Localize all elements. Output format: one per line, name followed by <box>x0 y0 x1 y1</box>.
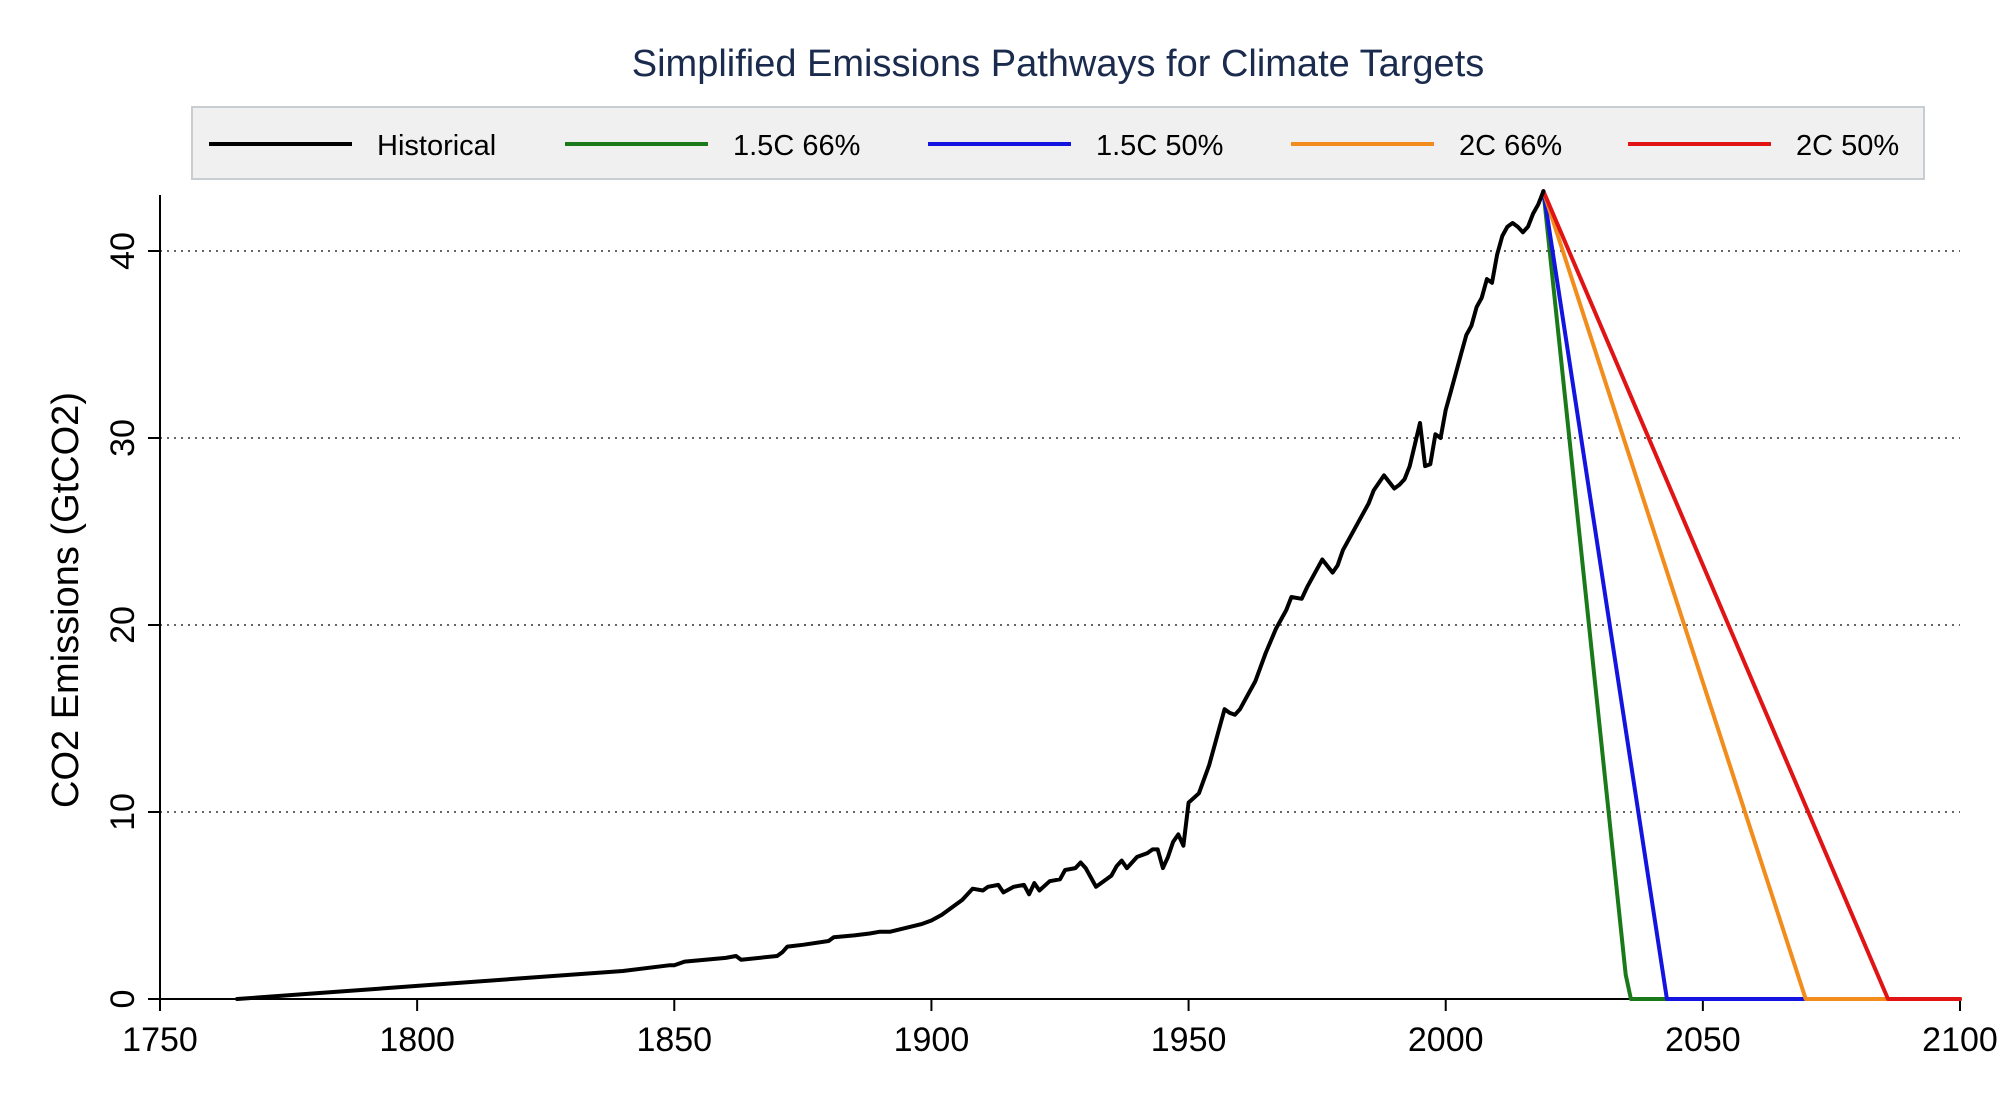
x-tick-label-1950: 1950 <box>1151 1021 1227 1059</box>
x-tick-label-1750: 1750 <box>122 1021 198 1059</box>
series-line-2c-50 <box>1541 189 1962 1001</box>
series-line-1-5c-50 <box>1541 189 1962 1001</box>
y-tick-label-40: 40 <box>104 232 142 270</box>
legend-label-2c-50: 2C 50% <box>1796 130 1899 162</box>
x-tick-label-2100: 2100 <box>1922 1021 1998 1059</box>
x-tick-label-1800: 1800 <box>379 1021 455 1059</box>
legend-label-1-5c-66: 1.5C 66% <box>733 130 860 162</box>
y-tick-label-0: 0 <box>104 990 142 1009</box>
legend-label-1-5c-50: 1.5C 50% <box>1096 130 1223 162</box>
y-axis-label: CO2 Emissions (GtCO2) <box>45 392 87 808</box>
y-tick-label-30: 30 <box>104 419 142 457</box>
x-tick-label-2000: 2000 <box>1408 1021 1484 1059</box>
x-tick-label-1900: 1900 <box>894 1021 970 1059</box>
series-line-historical <box>235 189 1546 1001</box>
x-tick-label-2050: 2050 <box>1665 1021 1741 1059</box>
legend-label-2c-66: 2C 66% <box>1459 130 1562 162</box>
chart-title: Simplified Emissions Pathways for Climat… <box>632 43 1485 85</box>
y-tick-label-10: 10 <box>104 793 142 831</box>
series-group <box>235 189 1962 1001</box>
gridlines <box>160 250 1960 813</box>
x-tick-label-1850: 1850 <box>636 1021 712 1059</box>
axes: 1750 1800 1850 1900 1950 2000 2050 2100 0 10 20 30 4… <box>104 195 1998 1059</box>
legend: Historical 1.5C 66% 1.5C 50% 2C 66% 2C 50% <box>191 106 1925 180</box>
legend-label-historical: Historical <box>377 130 496 162</box>
y-tick-label-20: 20 <box>104 606 142 644</box>
